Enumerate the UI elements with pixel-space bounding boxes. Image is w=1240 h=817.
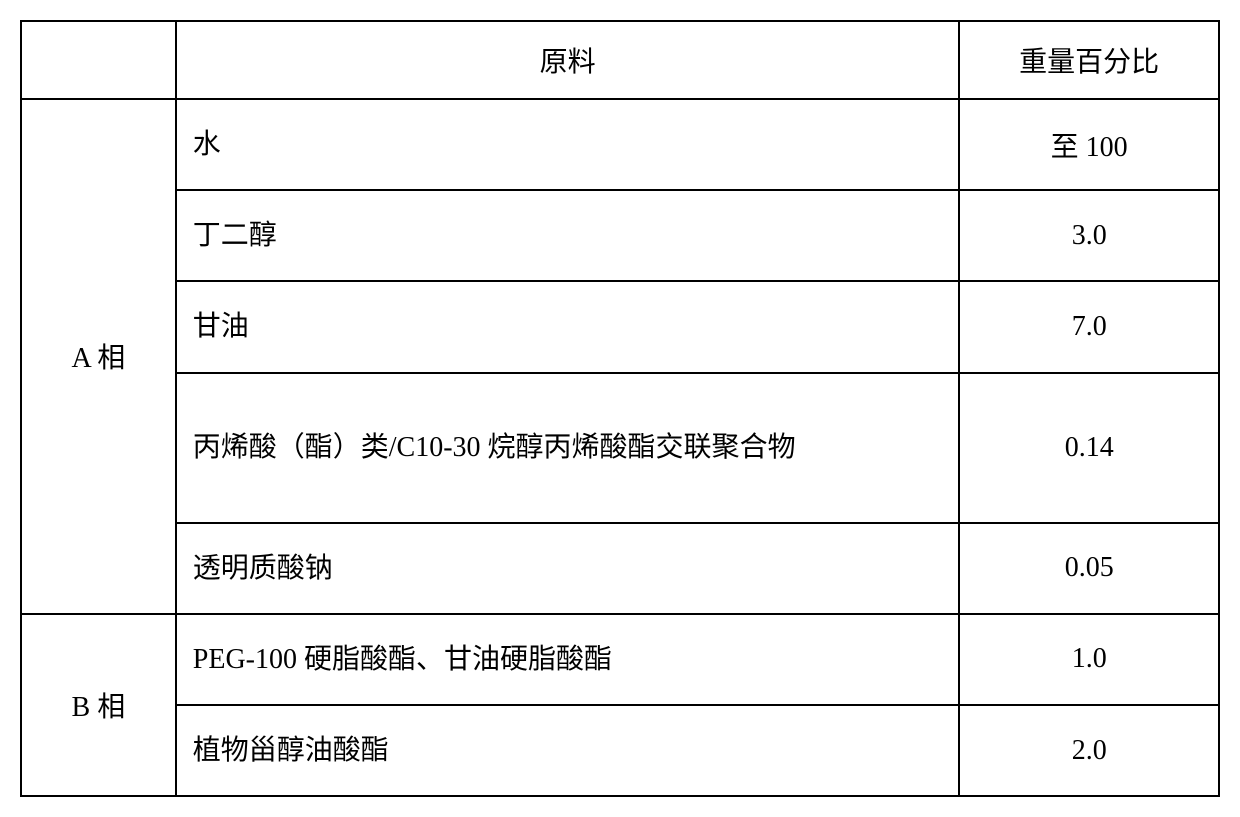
table-row: 丙烯酸（酯）类/C10-30 烷醇丙烯酸酯交联聚合物 0.14 [21,373,1219,523]
header-material-cell: 原料 [176,21,960,99]
material-cell: PEG-100 硬脂酸酯、甘油硬脂酸酯 [176,614,960,705]
percent-cell: 至 100 [959,99,1219,190]
percent-cell: 0.05 [959,523,1219,614]
percent-cell: 3.0 [959,190,1219,281]
header-phase-cell [21,21,176,99]
material-cell: 水 [176,99,960,190]
header-percent-cell: 重量百分比 [959,21,1219,99]
table-row: 植物甾醇油酸酯 2.0 [21,705,1219,796]
formula-table-container: 原料 重量百分比 A 相 水 至 100 丁二醇 3.0 甘油 7.0 丙烯酸（… [20,20,1220,797]
percent-cell: 0.14 [959,373,1219,523]
table-row: A 相 水 至 100 [21,99,1219,190]
material-cell: 透明质酸钠 [176,523,960,614]
phase-a-cell: A 相 [21,99,176,614]
percent-cell: 7.0 [959,281,1219,372]
table-row: 丁二醇 3.0 [21,190,1219,281]
table-row: 透明质酸钠 0.05 [21,523,1219,614]
percent-cell: 2.0 [959,705,1219,796]
table-row: B 相 PEG-100 硬脂酸酯、甘油硬脂酸酯 1.0 [21,614,1219,705]
percent-cell: 1.0 [959,614,1219,705]
material-cell: 植物甾醇油酸酯 [176,705,960,796]
material-cell: 丙烯酸（酯）类/C10-30 烷醇丙烯酸酯交联聚合物 [176,373,960,523]
material-cell: 丁二醇 [176,190,960,281]
header-row: 原料 重量百分比 [21,21,1219,99]
formula-table: 原料 重量百分比 A 相 水 至 100 丁二醇 3.0 甘油 7.0 丙烯酸（… [20,20,1220,797]
phase-b-cell: B 相 [21,614,176,796]
table-row: 甘油 7.0 [21,281,1219,372]
material-cell: 甘油 [176,281,960,372]
